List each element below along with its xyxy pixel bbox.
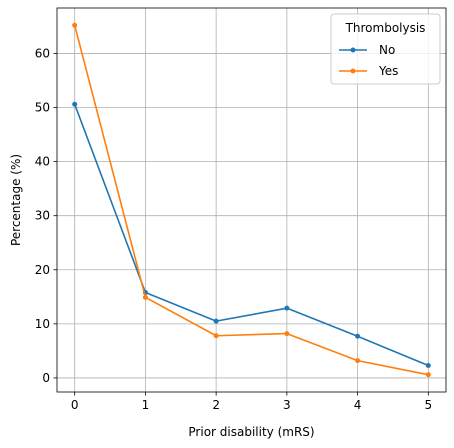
x-tick-label: 5: [424, 398, 432, 412]
data-point: [142, 294, 148, 300]
y-tick-label: 60: [35, 46, 50, 60]
legend-marker: [350, 47, 356, 53]
series-line-yes: [73, 25, 429, 376]
data-point: [213, 333, 219, 339]
legend-entry: No: [339, 43, 395, 57]
legend: Thrombolysis No Yes: [330, 13, 441, 85]
x-tick-label: 4: [354, 398, 362, 412]
series-layer: [72, 22, 431, 378]
data-point: [72, 101, 78, 107]
plot-frame: [56, 7, 447, 393]
data-point: [425, 372, 431, 378]
legend-label: Yes: [378, 64, 398, 78]
y-tick-label: 0: [42, 371, 50, 385]
x-tick-label: 0: [71, 398, 79, 412]
legend-box: [330, 13, 441, 85]
series-line-no: [73, 103, 429, 367]
y-tick-label: 10: [35, 317, 50, 331]
data-point: [355, 333, 361, 339]
legend-label: No: [379, 43, 395, 57]
series-yes: [72, 22, 431, 378]
x-axis-label: Prior disability (mRS): [188, 425, 314, 439]
data-point: [72, 22, 78, 28]
y-tick-label: 40: [35, 155, 50, 169]
y-tick-label: 20: [35, 263, 50, 277]
data-point: [213, 318, 219, 324]
legend-title: Thrombolysis: [345, 21, 426, 35]
y-tick-label: 50: [35, 101, 50, 115]
x-tick-label: 1: [142, 398, 150, 412]
y-tick-label: 30: [35, 209, 50, 223]
legend-items: No Yes: [339, 43, 398, 78]
y-axis-label: Percentage (%): [9, 154, 23, 246]
data-point: [425, 362, 431, 368]
series-no: [72, 101, 431, 368]
data-point: [284, 305, 290, 311]
data-point: [284, 331, 290, 337]
data-point: [355, 358, 361, 364]
legend-entry: Yes: [339, 64, 398, 78]
x-tick-label: 3: [283, 398, 291, 412]
x-tick-label: 2: [212, 398, 220, 412]
legend-marker: [350, 68, 356, 74]
